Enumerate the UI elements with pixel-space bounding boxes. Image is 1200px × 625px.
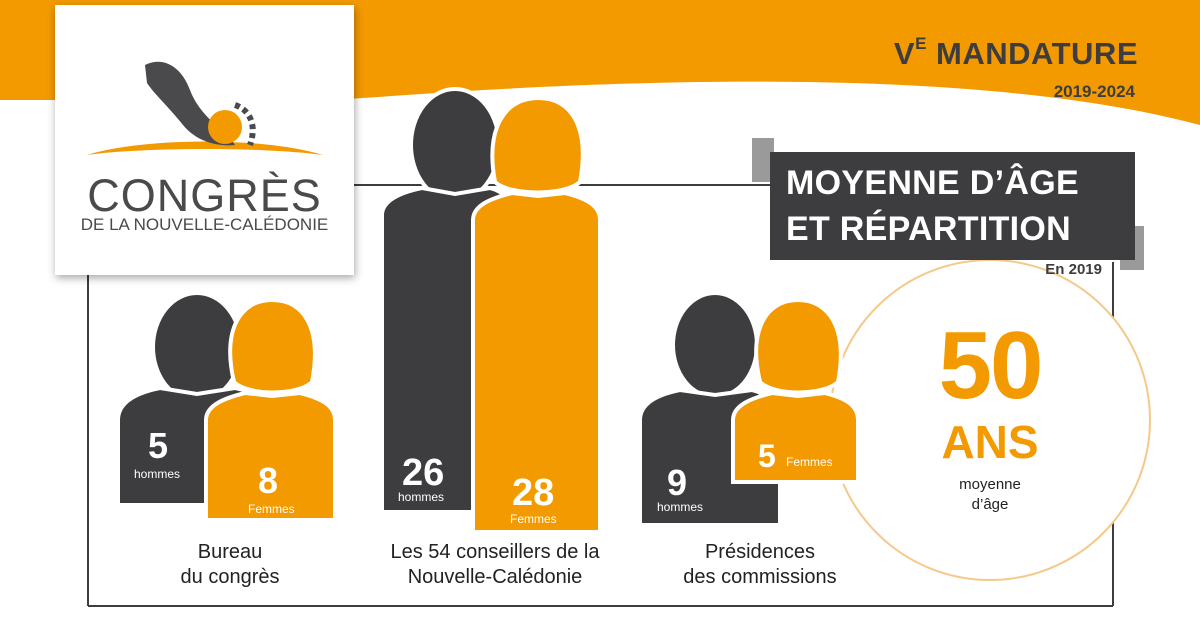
logo-subtitle: DE LA NOUVELLE-CALÉDONIE bbox=[80, 215, 329, 234]
bureau-men-label: hommes bbox=[134, 467, 181, 481]
conseillers-men-count: 26 bbox=[402, 452, 445, 494]
conseillers-men-label: hommes bbox=[398, 490, 445, 504]
logo-title: CONGRÈS bbox=[87, 170, 322, 221]
presidences-men-label: hommes bbox=[657, 500, 704, 514]
bureau-women-label: Femmes bbox=[248, 502, 295, 516]
mandature-years: 2019-2024 bbox=[1053, 82, 1135, 101]
year-note: En 2019 bbox=[1045, 261, 1102, 278]
infographic-title: MOYENNE D’ÂGE ET RÉPARTITION H/F bbox=[770, 152, 1135, 294]
shell-emblem-icon bbox=[87, 61, 323, 155]
conseillers-caption: Les 54 conseillers de la Nouvelle-Calédo… bbox=[390, 541, 600, 588]
presidences-women-count: 5 bbox=[758, 438, 776, 474]
presidences-caption: Présidences des commissions bbox=[683, 541, 837, 588]
bureau-women-count: 8 bbox=[258, 460, 279, 501]
title-accent-left bbox=[752, 138, 774, 182]
group-bureau-women-silhouette bbox=[204, 297, 337, 522]
presidences-men-count: 9 bbox=[667, 462, 688, 503]
bureau-men-count: 5 bbox=[148, 425, 169, 466]
conseillers-women-count: 28 bbox=[512, 472, 555, 514]
average-age-value: 50 bbox=[938, 312, 1044, 419]
presidences-women-label: Femmes bbox=[786, 455, 833, 469]
group-presidences-women-silhouette bbox=[731, 297, 860, 484]
bureau-caption: Bureau du congrès bbox=[180, 541, 280, 588]
title-line-2: ET RÉPARTITION H/F bbox=[786, 210, 1072, 294]
average-age-label: moyenne d’âge bbox=[959, 476, 1021, 513]
average-age-unit: ANS bbox=[941, 416, 1039, 468]
group-conseillers-women-silhouette bbox=[471, 95, 602, 534]
mandature-title: VE MANDATURE bbox=[893, 34, 1138, 71]
congres-logo: CONGRÈS DE LA NOUVELLE-CALÉDONIE bbox=[55, 5, 354, 275]
title-line-1: MOYENNE D’ÂGE bbox=[786, 164, 1079, 202]
conseillers-women-label: Femmes bbox=[510, 512, 557, 526]
